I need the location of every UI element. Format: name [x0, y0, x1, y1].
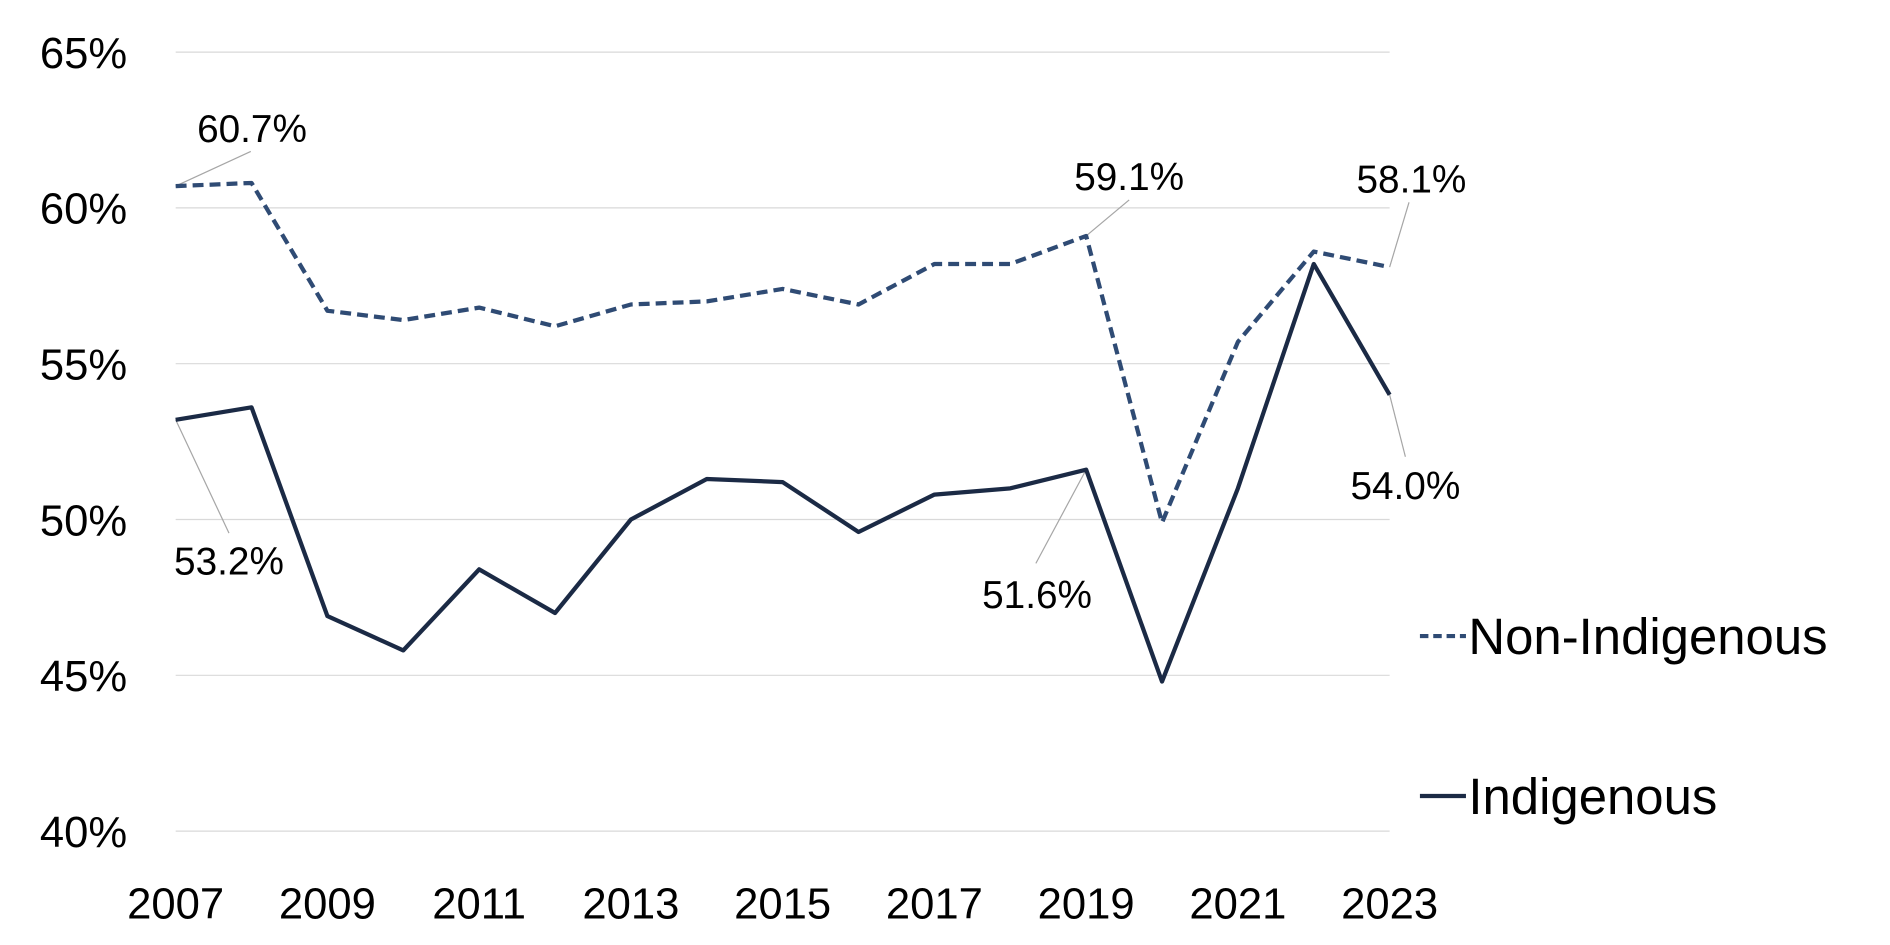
y-tick-label: 40%: [40, 809, 127, 857]
x-tick-label: 2019: [1038, 880, 1135, 928]
x-tick-label: 2009: [279, 880, 376, 928]
data-label: 60.7%: [197, 108, 307, 151]
legend-label: Non-Indigenous: [1468, 608, 1827, 665]
y-axis-ticks: 40% 45% 50% 55% 60% 65%: [40, 30, 127, 857]
y-tick-label: 65%: [40, 30, 127, 78]
leader-line: [1389, 202, 1410, 268]
data-label: 51.6%: [982, 574, 1092, 617]
leader-line: [1085, 199, 1130, 237]
series-lines: [175, 180, 1392, 684]
legend-label: Indigenous: [1468, 768, 1717, 825]
data-label: 58.1%: [1357, 159, 1467, 202]
data-label: 54.0%: [1350, 465, 1460, 508]
leader-line: [175, 419, 230, 534]
x-tick-label: 2017: [886, 880, 983, 928]
y-tick-label: 45%: [40, 653, 127, 701]
y-tick-label: 50%: [40, 497, 127, 545]
leader-line: [1389, 394, 1406, 457]
leader-line: [175, 150, 252, 187]
leader-line: [1035, 469, 1087, 564]
legend: Non-Indigenous Indigenous: [1419, 608, 1828, 825]
y-tick-label: 60%: [40, 186, 127, 234]
y-tick-label: 55%: [40, 341, 127, 389]
non-indigenous-series-line: [175, 180, 1391, 525]
gridlines: [175, 51, 1390, 832]
data-labels: 60.7% 59.1% 58.1% 53.2% 51.6% 54.0%: [174, 108, 1466, 617]
indigenous-series-line: [175, 261, 1392, 684]
data-label: 53.2%: [174, 540, 284, 583]
x-tick-label: 2021: [1189, 880, 1286, 928]
x-tick-label: 2015: [734, 880, 831, 928]
x-tick-label: 2013: [582, 880, 679, 928]
label-leader-lines: [175, 150, 1410, 564]
x-tick-label: 2011: [432, 880, 526, 928]
x-tick-label: 2007: [127, 880, 224, 928]
x-tick-label: 2023: [1341, 880, 1438, 928]
data-label: 59.1%: [1074, 156, 1184, 199]
x-axis-ticks: 2007 2009 2011 2013 2015 2017 2019 2021 2023: [127, 880, 1438, 928]
